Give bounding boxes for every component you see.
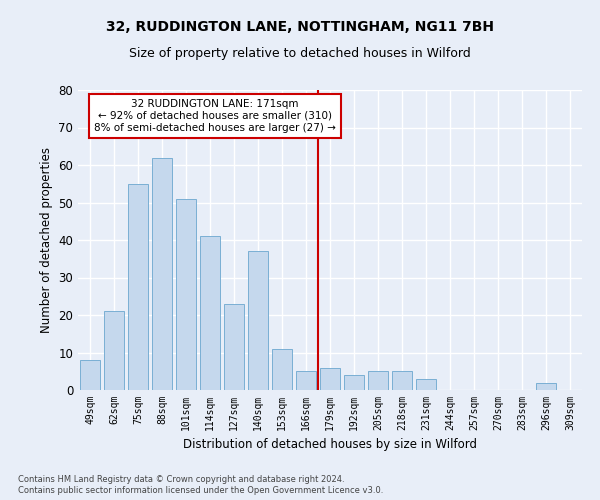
Bar bbox=[176, 198, 196, 390]
Bar bbox=[536, 382, 556, 390]
Bar bbox=[368, 371, 388, 390]
Bar bbox=[200, 236, 220, 390]
Bar bbox=[248, 251, 268, 390]
Text: 32 RUDDINGTON LANE: 171sqm
← 92% of detached houses are smaller (310)
8% of semi: 32 RUDDINGTON LANE: 171sqm ← 92% of deta… bbox=[94, 100, 336, 132]
Bar bbox=[296, 371, 316, 390]
X-axis label: Distribution of detached houses by size in Wilford: Distribution of detached houses by size … bbox=[183, 438, 477, 452]
Bar bbox=[320, 368, 340, 390]
Bar bbox=[80, 360, 100, 390]
Bar bbox=[104, 311, 124, 390]
Text: Size of property relative to detached houses in Wilford: Size of property relative to detached ho… bbox=[129, 48, 471, 60]
Bar bbox=[128, 184, 148, 390]
Bar bbox=[152, 158, 172, 390]
Text: Contains public sector information licensed under the Open Government Licence v3: Contains public sector information licen… bbox=[18, 486, 383, 495]
Bar bbox=[344, 375, 364, 390]
Text: Contains HM Land Registry data © Crown copyright and database right 2024.: Contains HM Land Registry data © Crown c… bbox=[18, 475, 344, 484]
Text: 32, RUDDINGTON LANE, NOTTINGHAM, NG11 7BH: 32, RUDDINGTON LANE, NOTTINGHAM, NG11 7B… bbox=[106, 20, 494, 34]
Bar bbox=[272, 349, 292, 390]
Y-axis label: Number of detached properties: Number of detached properties bbox=[40, 147, 53, 333]
Bar bbox=[416, 379, 436, 390]
Bar bbox=[224, 304, 244, 390]
Bar bbox=[392, 371, 412, 390]
